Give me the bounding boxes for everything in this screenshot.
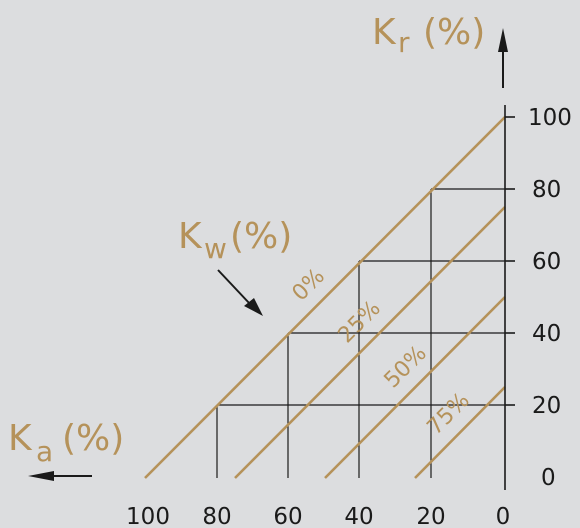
kw-arrow	[217, 269, 263, 316]
kw-lines	[144, 116, 506, 479]
x-tick-label: 60	[273, 504, 302, 528]
kr-label-main: K	[372, 12, 397, 53]
ka-label: K a (%)	[8, 418, 124, 468]
ka-label-unit: (%)	[62, 418, 124, 459]
kw-line-75	[414, 386, 506, 479]
kw-label-sub: w	[204, 232, 227, 265]
ka-arrow	[28, 471, 92, 481]
kr-label-unit: (%)	[423, 12, 485, 53]
kw-label-unit: (%)	[230, 216, 292, 257]
ka-label-sub: a	[36, 435, 53, 468]
x-tick-label: 80	[202, 504, 231, 528]
kr-label: K r (%)	[372, 12, 485, 59]
reading-grid	[216, 188, 505, 478]
x-tick-labels: 100 80 60 40 20 0	[126, 504, 510, 528]
kw-line-50	[324, 296, 506, 479]
kw-line-label-50: 50%	[380, 341, 432, 393]
kw-line-25	[234, 206, 506, 479]
kw-label-main: K	[178, 216, 203, 257]
ka-label-main: K	[8, 418, 33, 459]
x-tick-label: 20	[416, 504, 445, 528]
y-tick-label: 0	[541, 465, 556, 491]
x-tick-label: 40	[344, 504, 373, 528]
x-tick-label: 0	[496, 504, 511, 528]
kw-label: K w (%)	[178, 216, 292, 265]
kw-line-label-25: 25%	[334, 296, 386, 348]
y-tick-label: 100	[528, 105, 572, 131]
y-tick-label: 20	[532, 393, 561, 419]
y-tick-labels: 100 80 60 40 20 0	[528, 105, 572, 491]
y-tick-label: 60	[532, 249, 561, 275]
kw-line-0	[144, 116, 506, 479]
kr-arrow	[498, 28, 508, 88]
y-tick-label: 80	[532, 177, 561, 203]
y-tick-label: 40	[532, 321, 561, 347]
kr-axis	[504, 105, 515, 490]
kr-label-sub: r	[398, 26, 410, 59]
x-tick-label: 100	[126, 504, 170, 528]
kw-line-labels: 0% 25% 50% 75%	[288, 264, 475, 440]
